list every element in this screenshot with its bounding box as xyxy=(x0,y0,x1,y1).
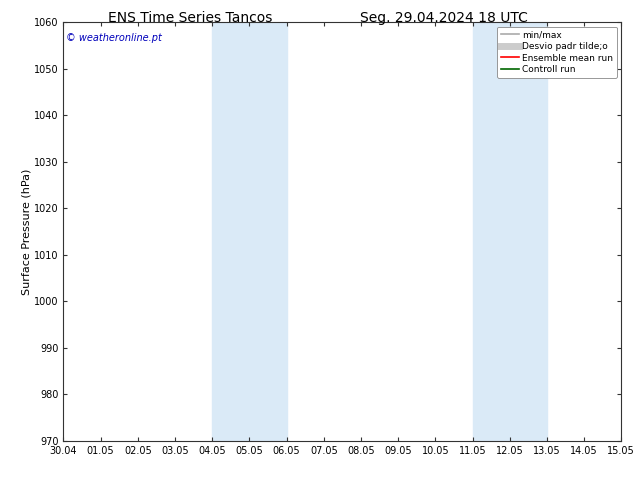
Legend: min/max, Desvio padr tilde;o, Ensemble mean run, Controll run: min/max, Desvio padr tilde;o, Ensemble m… xyxy=(497,26,617,78)
Bar xyxy=(472,22,547,441)
Y-axis label: Surface Pressure (hPa): Surface Pressure (hPa) xyxy=(21,169,31,294)
Text: © weatheronline.pt: © weatheronline.pt xyxy=(66,32,162,43)
Text: Seg. 29.04.2024 18 UTC: Seg. 29.04.2024 18 UTC xyxy=(360,11,527,25)
Bar xyxy=(212,22,287,441)
Text: ENS Time Series Tancos: ENS Time Series Tancos xyxy=(108,11,273,25)
